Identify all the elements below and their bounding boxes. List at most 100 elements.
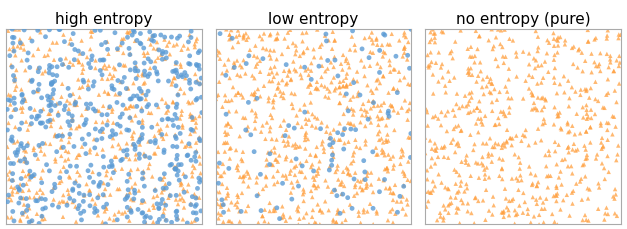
Point xyxy=(406,84,416,87)
Point xyxy=(379,101,389,105)
Point xyxy=(45,142,55,146)
Point xyxy=(273,169,283,173)
Point xyxy=(98,193,108,197)
Point xyxy=(356,59,366,63)
Point xyxy=(226,146,236,150)
Point xyxy=(16,42,26,46)
Point xyxy=(191,63,201,67)
Point xyxy=(465,133,475,137)
Point xyxy=(122,149,132,152)
Point xyxy=(523,207,533,211)
Point xyxy=(149,206,159,210)
Point xyxy=(190,73,200,76)
Point xyxy=(446,201,456,205)
Point xyxy=(403,178,413,182)
Point xyxy=(194,83,204,86)
Point xyxy=(46,125,56,128)
Point xyxy=(589,61,599,65)
Point xyxy=(57,133,67,136)
Point xyxy=(260,137,270,141)
Point xyxy=(113,79,123,83)
Point xyxy=(493,29,503,32)
Point xyxy=(270,158,280,162)
Point xyxy=(604,170,614,174)
Point xyxy=(80,143,90,146)
Point xyxy=(579,163,589,166)
Point xyxy=(164,196,174,200)
Point xyxy=(478,142,488,145)
Point xyxy=(171,63,181,66)
Point xyxy=(451,143,461,147)
Point xyxy=(469,109,479,113)
Point xyxy=(137,73,147,76)
Point xyxy=(306,69,316,73)
Point xyxy=(231,35,241,39)
Point xyxy=(330,39,340,43)
Point xyxy=(537,109,547,112)
Point xyxy=(150,67,160,70)
Point xyxy=(246,133,256,137)
Point xyxy=(582,88,592,92)
Point xyxy=(310,154,320,158)
Point xyxy=(125,117,135,120)
Point xyxy=(379,154,389,157)
Point xyxy=(450,41,460,44)
Point xyxy=(326,61,336,65)
Point xyxy=(159,211,169,214)
Point xyxy=(136,43,146,46)
Point xyxy=(59,200,69,204)
Point xyxy=(278,97,288,100)
Point xyxy=(542,52,552,56)
Point xyxy=(454,144,464,148)
Point xyxy=(537,97,547,101)
Point xyxy=(385,186,395,190)
Point xyxy=(82,183,92,186)
Point xyxy=(270,65,280,69)
Point xyxy=(505,136,515,140)
Point xyxy=(105,73,115,76)
Point xyxy=(228,86,238,90)
Point xyxy=(83,84,93,87)
Point xyxy=(527,76,537,79)
Point xyxy=(285,215,295,219)
Point xyxy=(430,33,440,36)
Point xyxy=(317,121,327,125)
Point xyxy=(173,169,183,173)
Point xyxy=(161,183,171,186)
Point xyxy=(18,183,28,187)
Point xyxy=(11,108,21,112)
Point xyxy=(357,188,367,192)
Point xyxy=(226,99,236,102)
Point xyxy=(313,185,323,188)
Point xyxy=(603,78,613,82)
Point xyxy=(312,117,322,121)
Point xyxy=(159,188,169,191)
Point xyxy=(586,126,596,129)
Point xyxy=(422,111,432,114)
Point xyxy=(172,103,182,106)
Point xyxy=(464,74,474,77)
Point xyxy=(321,33,331,37)
Point xyxy=(372,44,382,47)
Point xyxy=(243,172,253,176)
Point xyxy=(17,94,27,98)
Point xyxy=(56,180,66,183)
Point xyxy=(33,29,43,33)
Point xyxy=(334,138,344,142)
Point xyxy=(52,74,62,78)
Point xyxy=(239,36,249,39)
Point xyxy=(583,41,593,44)
Point xyxy=(386,104,396,107)
Point xyxy=(261,48,271,52)
Point xyxy=(98,166,108,169)
Point xyxy=(227,37,237,41)
Point xyxy=(255,35,265,39)
Point xyxy=(21,197,31,201)
Point xyxy=(327,153,337,157)
Point xyxy=(45,64,55,68)
Point xyxy=(3,98,13,102)
Point xyxy=(161,101,171,105)
Point xyxy=(213,50,223,53)
Point xyxy=(372,153,382,156)
Point xyxy=(49,198,59,202)
